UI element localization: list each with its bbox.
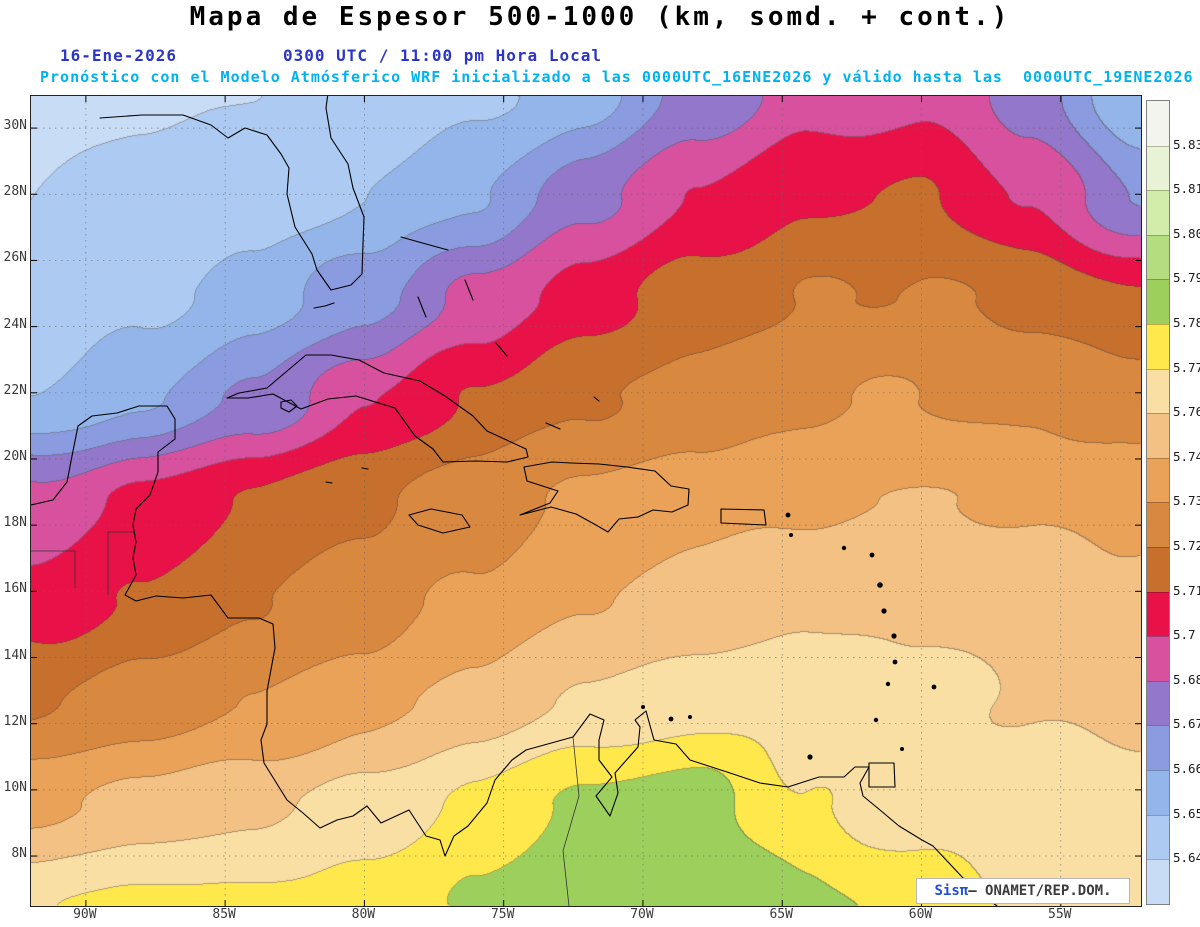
lat-tick-label: 28N [3, 184, 27, 200]
coastline-hispaniola [519, 461, 690, 533]
lon-tick-label: 90W [73, 907, 97, 922]
colorbar-segment [1147, 413, 1169, 458]
thickness-field-canvas [31, 96, 1141, 906]
colorbar-segment [1147, 814, 1169, 860]
lat-tick-label: 8N [11, 846, 27, 862]
lat-tick-label: 16N [3, 581, 27, 597]
coastline-isla-juventud [280, 399, 298, 413]
colorbar-tick-label: 5.748 [1173, 448, 1200, 464]
colorbar [1146, 100, 1170, 905]
lon-tick-label: 75W [490, 907, 515, 922]
colorbar-tick-label: 5.76 [1173, 404, 1200, 420]
colorbar-segment [1147, 636, 1169, 681]
colorbar-tick-label: 5.688 [1173, 671, 1200, 687]
forecast-note: Pronóstico con el Modelo Atmósferico WRF… [40, 68, 1194, 86]
coastline-trinidad [868, 762, 896, 788]
lat-tick-label: 24N [3, 316, 27, 332]
lesser-antilles-islands [641, 512, 937, 760]
colorbar-segment [1147, 546, 1169, 592]
colorbar-segment [1147, 368, 1169, 414]
coastline-mexico-central-south-america [31, 405, 998, 906]
colorbar-segment [1147, 591, 1169, 637]
colorbar-segment [1147, 769, 1169, 815]
political-borders [31, 531, 580, 906]
colorbar-tick-label: 5.676 [1173, 716, 1200, 732]
colorbar-tick-label: 5.724 [1173, 538, 1200, 553]
colorbar-tick-label: 5.652 [1173, 805, 1200, 821]
colorbar-tick-label: 5.772 [1173, 359, 1200, 375]
colorbar-segment [1147, 323, 1169, 369]
colorbar-tick-label: 5.736 [1173, 493, 1200, 509]
credit-badge: Sisπ – ONAMET/REP.DOM. [916, 878, 1130, 904]
gridlines [31, 96, 1141, 906]
lon-tick-label: 85W [212, 907, 236, 922]
colorbar-tick-label: 5.7 [1173, 627, 1196, 643]
lon-tick-label: 70W [630, 907, 654, 922]
lat-tick-label: 12N [3, 713, 27, 729]
colorbar-segment [1147, 859, 1169, 904]
colorbar-segment [1147, 457, 1169, 503]
colorbar-segment [1147, 279, 1169, 324]
colorbar-tick-label: 5.819 [1173, 181, 1200, 197]
coastlines [31, 96, 998, 906]
lat-tick-label: 18N [3, 515, 27, 531]
lat-tick-label: 20N [3, 448, 27, 464]
lat-tick-label: 30N [3, 118, 27, 134]
lat-tick-label: 26N [3, 250, 27, 266]
colorbar-segment [1147, 190, 1169, 235]
coastline-jamaica [408, 508, 471, 534]
colorbar-segment [1147, 101, 1169, 146]
coastline-puerto-rico [720, 508, 767, 526]
colorbar-tick-label: 5.783 [1173, 315, 1200, 330]
colorbar-segment [1147, 145, 1169, 191]
colorbar-segment [1147, 234, 1169, 280]
lon-tick-label: 55W [1048, 907, 1072, 922]
page-title: Mapa de Espesor 500-1000 (km, somd. + co… [189, 2, 1011, 32]
credit-brand: Sisπ [934, 883, 969, 899]
credit-text: – ONAMET/REP.DOM. [968, 883, 1112, 899]
lon-tick-label: 80W [351, 907, 376, 922]
lon-tick-label: 65W [769, 907, 793, 922]
map-plot-area [30, 95, 1142, 907]
axis-ticks [31, 96, 1141, 906]
colorbar-tick-label: 5.712 [1173, 582, 1200, 598]
lon-tick-label: 60W [908, 907, 933, 922]
coastline-caymans [325, 467, 369, 484]
valid-time: 0300 UTC / 11:00 pm Hora Local [283, 46, 602, 65]
coastline-florida-keys [313, 302, 335, 309]
valid-date: 16-Ene-2026 [60, 46, 177, 65]
coastline-us-gulf-florida [99, 96, 365, 291]
colorbar-tick-label: 5.807 [1173, 225, 1200, 241]
colorbar-tick-label: 5.64 [1173, 850, 1200, 866]
colorbar-tick-label: 5.664 [1173, 761, 1200, 776]
lat-tick-label: 14N [3, 647, 27, 663]
coastline-cuba [226, 354, 529, 463]
lat-tick-label: 22N [3, 382, 27, 398]
colorbar-segment [1147, 725, 1169, 770]
map-overlay-svg [31, 96, 1141, 906]
lat-tick-label: 10N [3, 779, 27, 795]
colorbar-tick-label: 5.795 [1173, 270, 1200, 286]
coastline-bahamas [400, 236, 600, 430]
colorbar-segment [1147, 680, 1169, 726]
colorbar-segment [1147, 502, 1169, 547]
colorbar-tick-label: 5.831 [1173, 136, 1200, 152]
